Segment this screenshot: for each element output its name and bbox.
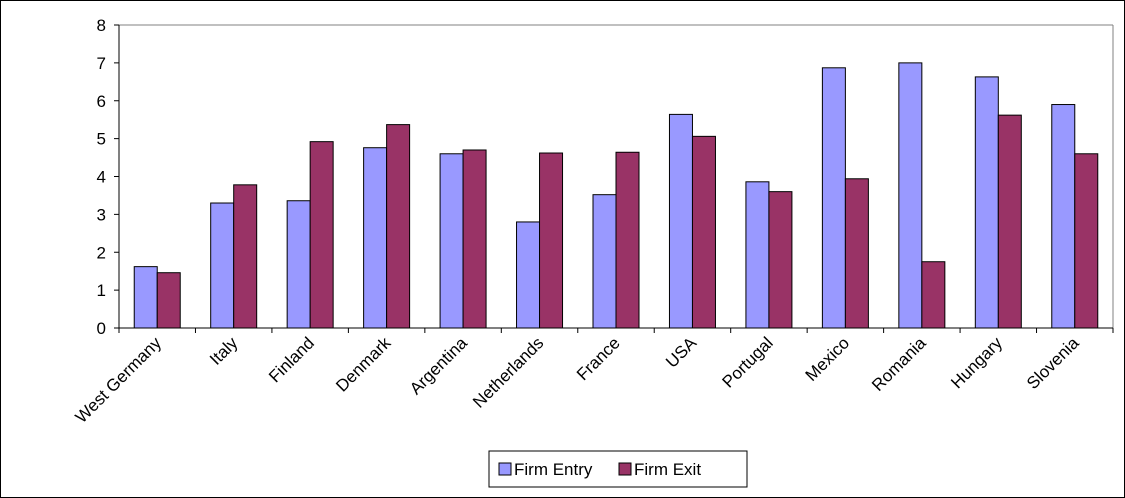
bar-firm-entry [516,221,541,329]
x-tick-label: Italy [206,333,242,369]
plot-area [119,24,1114,328]
legend-label-firm-entry: Firm Entry [514,460,593,479]
y-tick-label: 6 [97,92,106,111]
bar-firm-exit [1074,153,1099,329]
x-tick-label: Netherlands [469,333,547,411]
y-tick-label: 7 [97,54,106,73]
y-tick-label: 4 [97,168,106,187]
x-tick-label: Mexico [802,333,854,385]
bar-firm-entry [898,62,923,329]
x-tick-label: Denmark [332,333,395,396]
y-tick-label: 0 [97,319,106,338]
x-axis-ticks: West Germany Italy Finland Denmark Argentina… [72,328,1114,427]
legend-label-firm-exit: Firm Exit [634,460,701,479]
bar-firm-entry [439,153,464,329]
bar-firm-entry [668,113,693,329]
bar-firm-exit [768,191,793,329]
x-tick-label: Hungary [947,333,1006,392]
bar-firm-entry [363,147,388,329]
y-tick-label: 2 [97,243,106,262]
x-tick-label: France [573,333,624,384]
bar-firm-exit [691,135,716,329]
bar-firm-entry [974,76,999,329]
bars [133,62,1099,329]
x-tick-label: West Germany [72,333,166,427]
bar-firm-exit [386,124,411,329]
bar-firm-exit [539,152,564,329]
y-tick-label: 5 [97,130,106,149]
x-tick-label: Argentina [406,333,471,398]
legend-swatch-firm-exit [618,462,632,476]
legend: Firm Entry Firm Exit [488,450,748,488]
x-tick-label: Portugal [719,333,777,391]
y-tick-label: 1 [97,281,106,300]
bar-firm-exit [615,151,640,329]
y-axis-ticks: 0 1 2 3 4 5 6 7 8 [97,16,119,338]
bar-firm-entry [286,200,311,329]
bar-firm-exit [997,114,1022,329]
y-tick-label: 8 [97,16,106,35]
bar-firm-exit [233,184,258,329]
y-tick-label: 3 [97,205,106,224]
bar-firm-entry [1051,104,1076,329]
x-tick-label: Finland [265,333,318,386]
bar-firm-exit [309,141,334,329]
x-tick-label: Romania [868,333,930,395]
bar-firm-entry [210,202,235,329]
bar-firm-exit [921,261,946,329]
bar-firm-entry [745,181,770,329]
bar-firm-entry [133,266,158,329]
x-tick-label: Slovenia [1023,333,1083,393]
bar-firm-entry [592,194,617,329]
bar-firm-exit [844,178,869,329]
bar-firm-entry [821,67,846,329]
x-tick-label: USA [662,333,701,372]
legend-swatch-firm-entry [498,462,512,476]
legend-box [488,450,748,488]
bar-firm-exit [156,272,181,329]
bar-firm-exit [462,149,487,329]
